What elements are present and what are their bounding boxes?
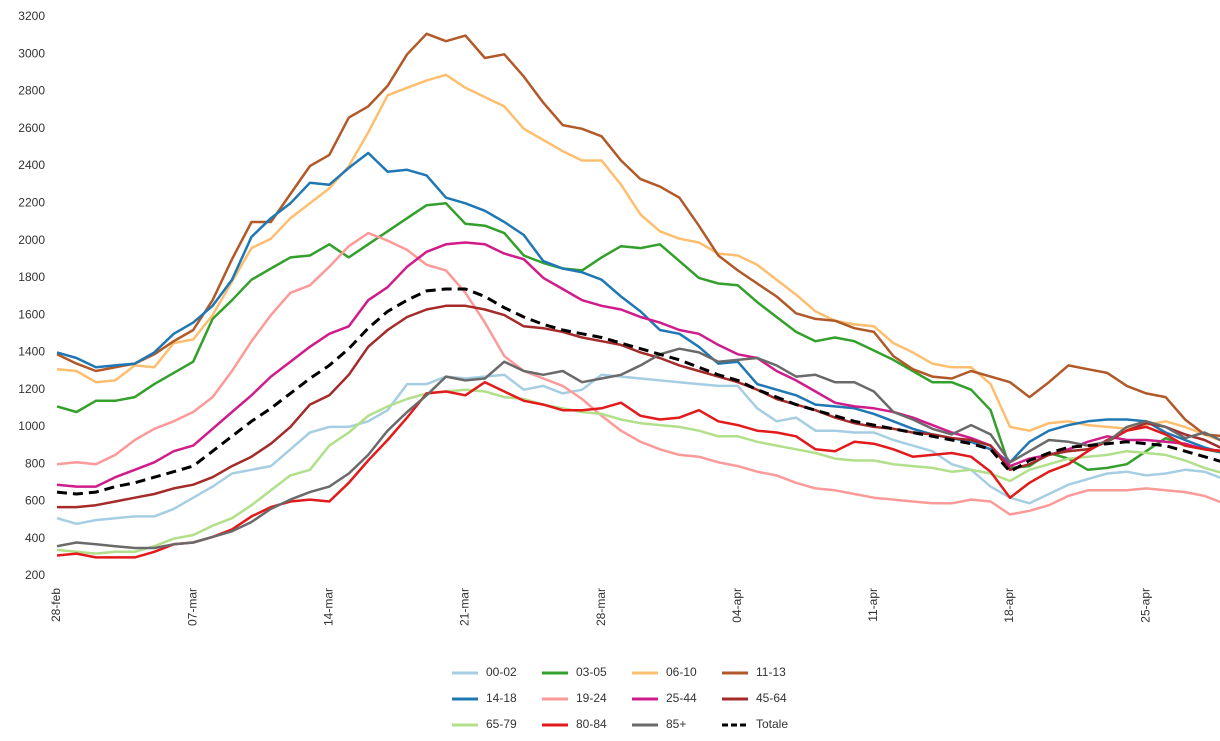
legend-label: 45-64 [756,691,787,705]
legend-label: Totale [756,717,788,731]
y-tick-label: 1000 [18,419,45,433]
legend-label: 06-10 [666,665,697,679]
y-tick-label: 1200 [18,382,45,396]
series-line [56,380,1220,559]
legend-label: 00-02 [486,665,517,679]
y-tick-label: 3200 [18,9,45,23]
series-line [56,347,1220,550]
legend-label: 85+ [666,717,686,731]
y-tick-label: 2000 [18,233,45,247]
y-tick-label: 1800 [18,270,45,284]
y-tick-label: 2200 [18,196,45,210]
series-line [56,73,1220,442]
x-tick-label: 07-mar [185,588,199,626]
y-tick-label: 2600 [18,121,45,135]
x-tick-label: 21-mar [458,588,472,626]
series-line [56,373,1220,526]
y-tick-label: 800 [25,456,45,470]
y-tick-label: 3000 [18,46,45,60]
series-line [56,202,1220,472]
y-tick-label: 1400 [18,345,45,359]
x-tick-label: 04-apr [730,588,744,623]
series-line [56,241,1220,488]
series-line [56,231,1220,516]
series-line [56,32,1220,438]
legend-label: 19-24 [576,691,607,705]
x-tick-label: 18-apr [1002,588,1016,623]
legend-label: 80-84 [576,717,607,731]
legend-label: 11-13 [756,665,786,679]
legend-label: 03-05 [576,665,607,679]
legend-label: 14-18 [486,691,517,705]
series-line [56,388,1220,555]
y-tick-label: 1600 [18,307,45,321]
y-tick-label: 400 [25,531,45,545]
x-tick-label: 14-mar [321,588,335,626]
x-tick-label: 11-apr [866,588,880,622]
series-line [56,151,1220,464]
series-line [56,287,1220,496]
y-tick-label: 2800 [18,84,45,98]
y-tick-label: 600 [25,494,45,508]
x-tick-label: 28-feb [49,588,63,622]
x-tick-label: 25-apr [1138,588,1152,623]
legend-label: 25-44 [666,691,697,705]
y-tick-label: 2400 [18,158,45,172]
series-line [57,304,1220,509]
legend-label: 65-79 [486,717,517,731]
y-tick-label: 200 [25,568,45,582]
x-tick-label: 28-mar [594,588,608,626]
